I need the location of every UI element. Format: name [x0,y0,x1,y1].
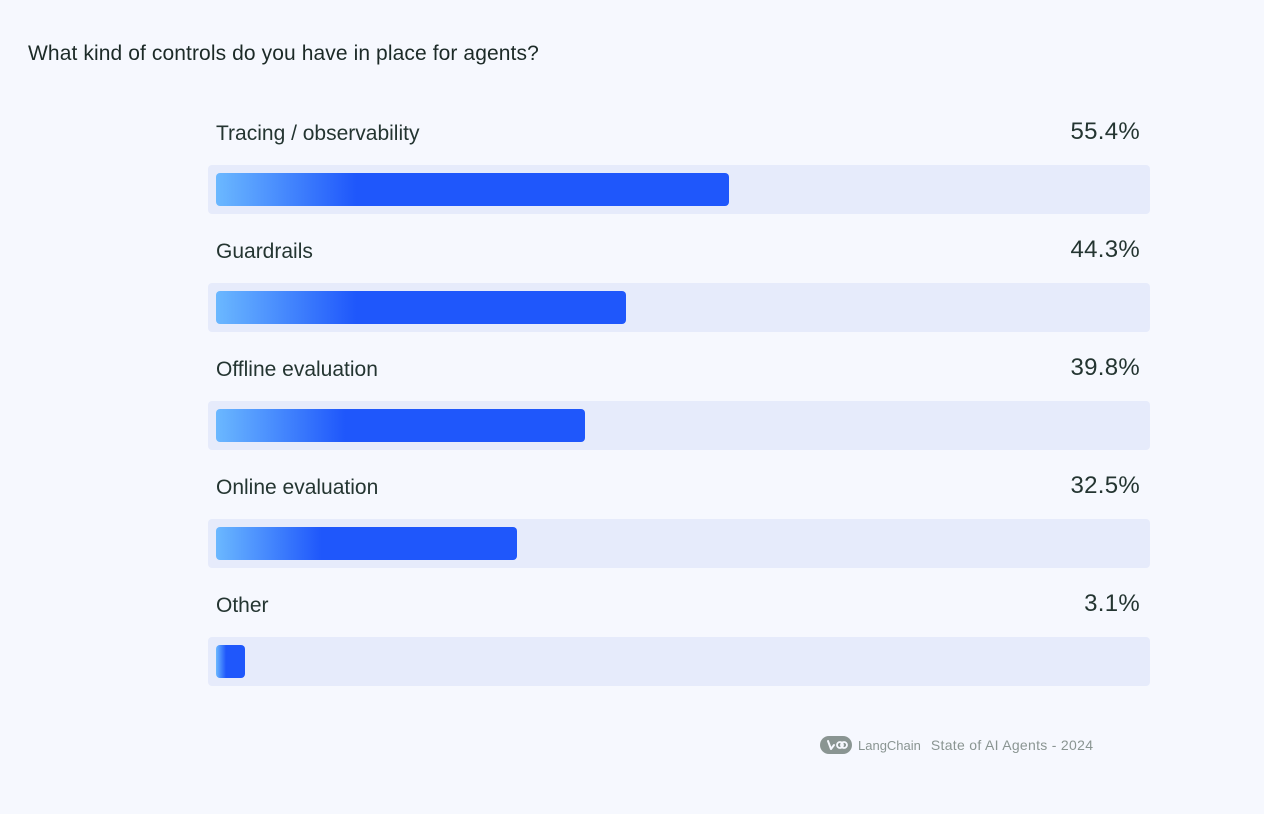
category-label: Other [216,594,269,617]
bar-track [208,165,1150,214]
bar-chart: Tracing / observability 55.4% Guardrails 44… [208,112,1150,702]
bar [216,645,245,678]
bar-row: Guardrails 44.3% [208,230,1150,348]
langchain-logo-icon [820,736,852,754]
value-label: 3.1% [1084,590,1140,617]
bar-row: Offline evaluation 39.8% [208,348,1150,466]
footer: LangChain State of AI Agents - 2024 [820,736,1093,754]
value-label: 39.8% [1070,354,1140,381]
bar [216,291,627,324]
bar [216,173,729,206]
bar-track [208,283,1150,332]
bar-track [208,519,1150,568]
bar-row: Other 3.1% [208,584,1150,702]
bar-track [208,637,1150,686]
value-label: 55.4% [1070,118,1140,145]
chart-title: What kind of controls do you have in pla… [28,42,539,65]
category-label: Online evaluation [216,476,379,499]
bar [216,527,517,560]
bar [216,409,585,442]
bar-track [208,401,1150,450]
category-label: Guardrails [216,240,313,263]
bar-row: Tracing / observability 55.4% [208,112,1150,230]
value-label: 32.5% [1070,472,1140,499]
value-label: 44.3% [1070,236,1140,263]
footer-brand: LangChain [858,737,921,753]
footer-caption: State of AI Agents - 2024 [930,737,1094,753]
category-label: Tracing / observability [216,122,420,145]
category-label: Offline evaluation [216,358,378,381]
bar-row: Online evaluation 32.5% [208,466,1150,584]
